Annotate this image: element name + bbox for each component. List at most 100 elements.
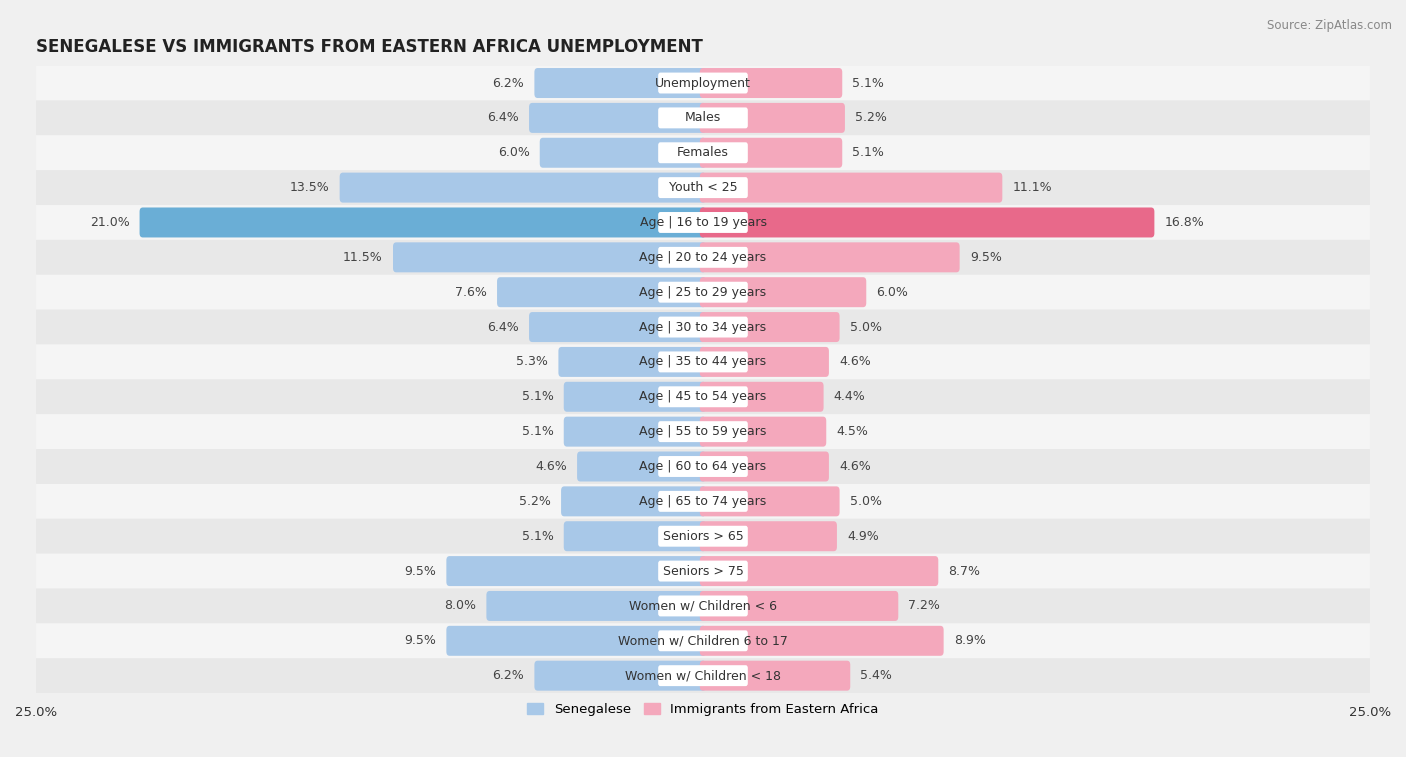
FancyBboxPatch shape [37,136,1369,170]
FancyBboxPatch shape [700,556,938,586]
FancyBboxPatch shape [658,421,748,442]
Text: 5.2%: 5.2% [519,495,551,508]
Text: 5.1%: 5.1% [522,530,554,543]
FancyBboxPatch shape [700,661,851,690]
FancyBboxPatch shape [564,522,706,551]
FancyBboxPatch shape [540,138,706,168]
Text: Age | 55 to 59 years: Age | 55 to 59 years [640,425,766,438]
FancyBboxPatch shape [700,626,943,656]
Text: SENEGALESE VS IMMIGRANTS FROM EASTERN AFRICA UNEMPLOYMENT: SENEGALESE VS IMMIGRANTS FROM EASTERN AF… [37,38,703,56]
Text: Seniors > 75: Seniors > 75 [662,565,744,578]
FancyBboxPatch shape [700,451,830,481]
Text: 11.1%: 11.1% [1012,181,1052,194]
FancyBboxPatch shape [37,205,1369,240]
Text: Unemployment: Unemployment [655,76,751,89]
FancyBboxPatch shape [700,277,866,307]
FancyBboxPatch shape [37,588,1369,623]
FancyBboxPatch shape [37,170,1369,205]
FancyBboxPatch shape [658,526,748,547]
Text: 13.5%: 13.5% [290,181,329,194]
FancyBboxPatch shape [529,103,706,133]
Text: 11.5%: 11.5% [343,251,382,264]
FancyBboxPatch shape [700,312,839,342]
FancyBboxPatch shape [700,416,827,447]
Text: 9.5%: 9.5% [405,634,436,647]
FancyBboxPatch shape [139,207,706,238]
Text: Source: ZipAtlas.com: Source: ZipAtlas.com [1267,19,1392,32]
Text: 5.4%: 5.4% [860,669,893,682]
Text: 5.1%: 5.1% [522,425,554,438]
Text: 7.6%: 7.6% [456,285,486,299]
FancyBboxPatch shape [700,591,898,621]
Text: 6.2%: 6.2% [492,669,524,682]
Text: 8.7%: 8.7% [949,565,980,578]
FancyBboxPatch shape [658,351,748,372]
Text: Age | 30 to 34 years: Age | 30 to 34 years [640,320,766,334]
FancyBboxPatch shape [529,312,706,342]
FancyBboxPatch shape [534,68,706,98]
FancyBboxPatch shape [446,556,706,586]
FancyBboxPatch shape [37,449,1369,484]
FancyBboxPatch shape [700,173,1002,203]
Text: 4.6%: 4.6% [839,460,870,473]
Text: 5.0%: 5.0% [849,320,882,334]
Text: 8.0%: 8.0% [444,600,477,612]
FancyBboxPatch shape [498,277,706,307]
Text: Age | 45 to 54 years: Age | 45 to 54 years [640,391,766,403]
FancyBboxPatch shape [534,661,706,690]
FancyBboxPatch shape [658,456,748,477]
FancyBboxPatch shape [37,310,1369,344]
FancyBboxPatch shape [37,275,1369,310]
FancyBboxPatch shape [658,282,748,303]
Text: Age | 20 to 24 years: Age | 20 to 24 years [640,251,766,264]
Text: Age | 16 to 19 years: Age | 16 to 19 years [640,216,766,229]
FancyBboxPatch shape [486,591,706,621]
FancyBboxPatch shape [561,486,706,516]
FancyBboxPatch shape [576,451,706,481]
Text: Women w/ Children < 18: Women w/ Children < 18 [626,669,780,682]
FancyBboxPatch shape [340,173,706,203]
Text: Age | 35 to 44 years: Age | 35 to 44 years [640,356,766,369]
FancyBboxPatch shape [37,484,1369,519]
Text: 6.4%: 6.4% [486,111,519,124]
FancyBboxPatch shape [658,665,748,686]
FancyBboxPatch shape [658,247,748,268]
FancyBboxPatch shape [658,491,748,512]
Text: 5.0%: 5.0% [849,495,882,508]
FancyBboxPatch shape [658,107,748,129]
Text: Age | 65 to 74 years: Age | 65 to 74 years [640,495,766,508]
Text: 9.5%: 9.5% [970,251,1001,264]
FancyBboxPatch shape [37,379,1369,414]
Text: 21.0%: 21.0% [90,216,129,229]
FancyBboxPatch shape [658,596,748,616]
Text: 6.0%: 6.0% [876,285,908,299]
FancyBboxPatch shape [37,519,1369,553]
FancyBboxPatch shape [700,68,842,98]
FancyBboxPatch shape [700,347,830,377]
Text: 9.5%: 9.5% [405,565,436,578]
FancyBboxPatch shape [37,623,1369,659]
FancyBboxPatch shape [37,659,1369,693]
FancyBboxPatch shape [658,177,748,198]
FancyBboxPatch shape [700,242,960,273]
Text: 5.1%: 5.1% [852,76,884,89]
FancyBboxPatch shape [658,631,748,651]
FancyBboxPatch shape [37,240,1369,275]
FancyBboxPatch shape [37,66,1369,101]
FancyBboxPatch shape [658,316,748,338]
FancyBboxPatch shape [658,73,748,93]
Text: 4.6%: 4.6% [839,356,870,369]
Text: 7.2%: 7.2% [908,600,941,612]
FancyBboxPatch shape [700,207,1154,238]
Text: 5.1%: 5.1% [852,146,884,159]
Text: Age | 60 to 64 years: Age | 60 to 64 years [640,460,766,473]
Text: 16.8%: 16.8% [1164,216,1205,229]
FancyBboxPatch shape [394,242,706,273]
FancyBboxPatch shape [700,522,837,551]
Text: Age | 25 to 29 years: Age | 25 to 29 years [640,285,766,299]
Text: 6.0%: 6.0% [498,146,530,159]
FancyBboxPatch shape [37,101,1369,136]
Text: 4.4%: 4.4% [834,391,866,403]
Text: Seniors > 65: Seniors > 65 [662,530,744,543]
Text: 4.6%: 4.6% [536,460,567,473]
